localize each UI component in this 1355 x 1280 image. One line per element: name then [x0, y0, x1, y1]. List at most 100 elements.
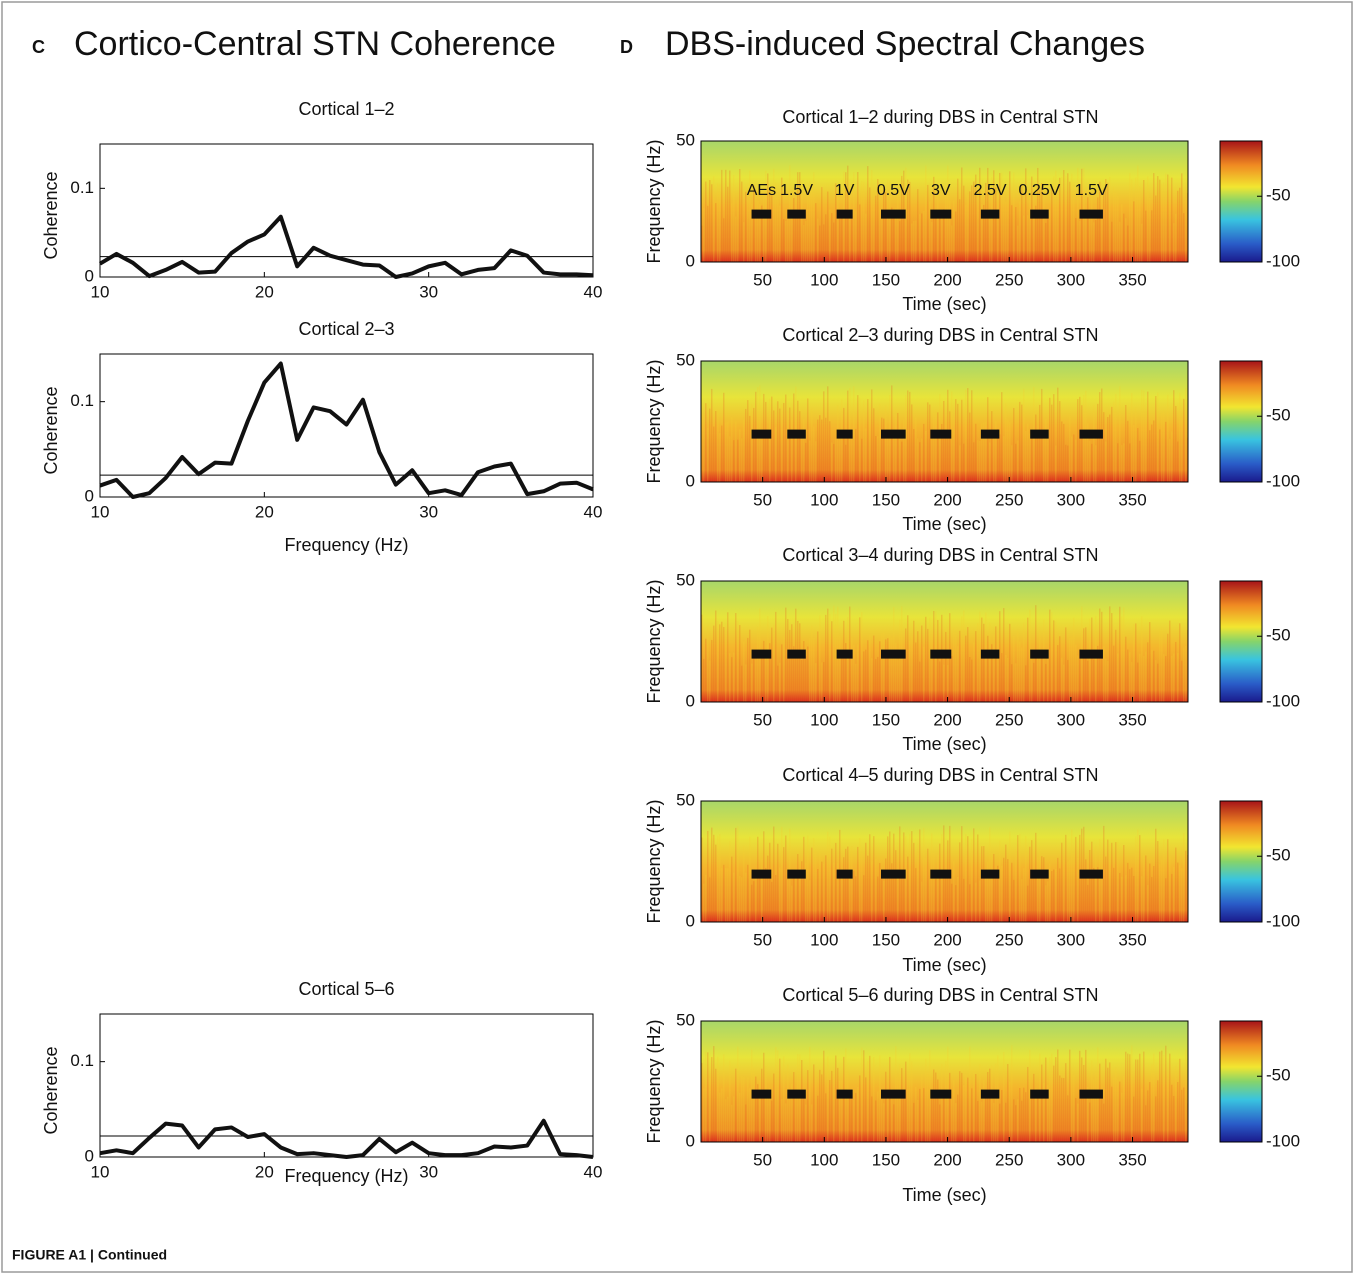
spectrogram-texture — [1133, 425, 1135, 482]
spectrogram-texture — [813, 838, 815, 922]
spectrogram-texture — [889, 635, 891, 702]
panel-letter: D — [620, 37, 633, 57]
spectrogram-texture — [857, 395, 859, 482]
spectrogram-texture — [755, 868, 757, 922]
spectrogram-texture — [899, 419, 901, 482]
spectrogram-texture — [769, 398, 771, 482]
spectrogram-texture — [881, 1093, 883, 1142]
spectrogram-texture — [1043, 1082, 1045, 1142]
spectrogram-texture — [1151, 1064, 1153, 1142]
spectrogram-texture — [823, 224, 825, 262]
spectrogram-texture — [715, 410, 717, 482]
spectrogram-texture — [1097, 645, 1099, 702]
spectrogram-texture — [777, 843, 779, 922]
spectrogram-texture — [1121, 445, 1123, 482]
spectrogram-texture — [1063, 1078, 1065, 1142]
spectrogram-texture — [829, 209, 831, 262]
spectrogram-texture — [1049, 609, 1051, 702]
x-tick-label: 300 — [1057, 1150, 1085, 1169]
spectrogram-texture — [741, 665, 743, 702]
spectrogram-texture — [973, 442, 975, 482]
spectrogram-texture — [1129, 652, 1131, 702]
spectrogram-texture — [819, 615, 821, 702]
spectrogram-texture — [765, 649, 767, 702]
y-tick-label: 50 — [676, 130, 695, 149]
spectrogram-texture — [1173, 1096, 1175, 1142]
spectrogram-texture — [1159, 629, 1161, 702]
spectrogram-texture — [1073, 182, 1075, 262]
spectrogram-texture — [889, 1056, 891, 1142]
spectrogram-texture — [805, 862, 807, 922]
spectrogram-texture — [721, 621, 723, 702]
spectrogram-texture — [801, 433, 803, 482]
spectrogram-texture — [1073, 434, 1075, 482]
spectrogram-texture — [1097, 197, 1099, 262]
spectrogram-texture — [837, 863, 839, 922]
spectrogram-texture — [785, 835, 787, 922]
spectrogram-texture — [813, 172, 815, 262]
spectrogram-texture — [1047, 1084, 1049, 1142]
x-tick-label: 300 — [1057, 490, 1085, 509]
spectrogram-texture — [1125, 1051, 1127, 1142]
stim-bar — [930, 869, 952, 879]
spectrogram-texture — [841, 651, 843, 702]
spectrogram-texture — [935, 879, 937, 922]
spectrogram-texture — [1111, 221, 1113, 262]
spectrogram-texture — [969, 657, 971, 702]
spectrogram-image — [701, 361, 1188, 482]
spectrogram-texture — [873, 1057, 875, 1142]
spectrogram-texture — [1141, 223, 1143, 262]
stim-bar — [787, 869, 806, 879]
spectrogram-texture — [1145, 855, 1147, 922]
spectrogram-texture — [901, 872, 903, 922]
spectrogram-texture — [1029, 609, 1031, 702]
spectrogram-texture — [1139, 186, 1141, 262]
spectrogram-texture — [887, 435, 889, 482]
spectrogram-texture — [1173, 653, 1175, 702]
y-axis-label: Coherence — [41, 386, 61, 474]
spectrogram-texture — [1177, 190, 1179, 262]
stim-bar — [881, 869, 906, 879]
spectrogram-texture — [739, 168, 741, 262]
spectrogram-texture — [837, 1067, 839, 1142]
spectrogram-texture — [787, 879, 789, 922]
spectrogram-texture — [807, 188, 809, 262]
x-tick-label: 40 — [584, 1162, 603, 1181]
stim-bar — [836, 1089, 853, 1099]
spectrogram-texture — [797, 854, 799, 922]
spectrogram-texture — [1179, 865, 1181, 922]
spectrogram-texture — [951, 225, 953, 262]
spectrogram-texture — [853, 386, 855, 482]
stim-label: 1.5V — [780, 182, 813, 199]
stim-bar — [980, 869, 1000, 879]
spectrogram-texture — [1167, 394, 1169, 482]
spectrogram-texture — [963, 878, 965, 922]
spectrogram-texture — [773, 168, 775, 262]
spectrogram-texture — [891, 207, 893, 262]
chart-title: Cortical 5–6 during DBS in Central STN — [782, 985, 1098, 1005]
spectrogram-texture — [1151, 424, 1153, 482]
spectrogram-texture — [755, 1076, 757, 1142]
spectrogram-texture — [1067, 1095, 1069, 1142]
spectrogram-texture — [975, 631, 977, 702]
spectrogram-texture — [745, 191, 747, 262]
y-axis-label: Frequency (Hz) — [644, 579, 664, 703]
spectrogram-texture — [875, 436, 877, 482]
spectrogram-texture — [1091, 1060, 1093, 1142]
spectrogram-texture — [791, 1083, 793, 1142]
x-tick-label: 200 — [933, 270, 961, 289]
spectrogram-texture — [877, 1091, 879, 1142]
x-tick-label: 100 — [810, 1150, 838, 1169]
spectrogram-texture — [727, 868, 729, 922]
spectrogram-texture — [1023, 622, 1025, 702]
spectrogram-texture — [1047, 212, 1049, 262]
spectrogram-texture — [1063, 170, 1065, 262]
spectrogram-texture — [1129, 443, 1131, 482]
spectrogram-texture — [1141, 616, 1143, 702]
y-tick-label: 0 — [686, 471, 695, 490]
spectrogram-texture — [813, 1064, 815, 1142]
spectrogram-texture — [1009, 171, 1011, 262]
spectrogram-texture — [829, 836, 831, 922]
spectrogram-texture — [875, 1100, 877, 1142]
x-tick-label: 150 — [872, 270, 900, 289]
